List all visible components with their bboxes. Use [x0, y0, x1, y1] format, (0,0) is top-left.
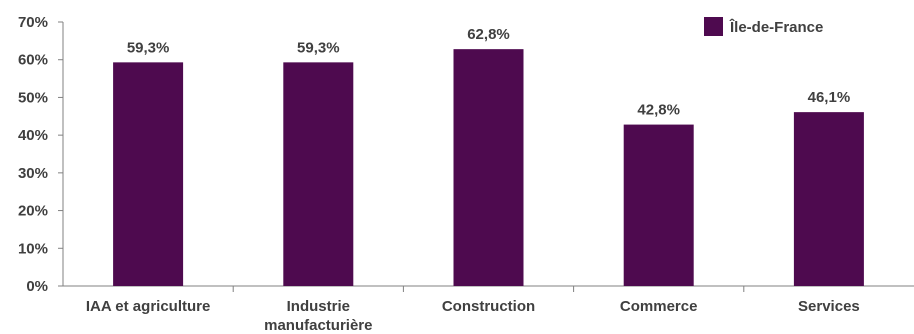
- x-axis: IAA et agriculture Industrie manufacturièr…: [63, 285, 914, 334]
- bar-value-label: 42,8%: [637, 102, 680, 119]
- x-category-label-line: Construction: [442, 298, 535, 315]
- bar-value-label: 46,1%: [808, 89, 851, 106]
- y-tick-label: 40%: [18, 127, 48, 144]
- x-category-label-line: IAA et agriculture: [86, 298, 210, 315]
- legend: Île-de-France: [704, 17, 823, 36]
- y-tick-label: 20%: [18, 203, 48, 220]
- y-tick-label: 10%: [18, 240, 48, 257]
- x-category-label: Construction: [442, 298, 535, 315]
- legend-label: Île-de-France: [729, 18, 823, 36]
- bar: [113, 62, 184, 287]
- y-tick-label: 70%: [18, 14, 48, 31]
- bar: [453, 49, 524, 287]
- x-category-label-line: Services: [798, 298, 860, 315]
- bar: [793, 112, 864, 286]
- bar-value-label: 59,3%: [297, 39, 340, 56]
- x-category-label: IAA et agriculture: [86, 298, 210, 315]
- y-tick-label: 30%: [18, 165, 48, 182]
- legend-swatch: [704, 17, 723, 36]
- bars: [113, 49, 864, 287]
- x-category-label-line: manufacturière: [264, 317, 372, 334]
- y-tick-label: 50%: [18, 89, 48, 106]
- data-labels: 59,3% 59,3% 62,8% 42,8% 46,1%: [127, 26, 850, 118]
- bar-value-label: 59,3%: [127, 39, 170, 56]
- x-category-label: Industrie manufacturière: [264, 298, 372, 334]
- y-axis: 0% 10% 20% 30% 40% 50% 60% 70%: [18, 14, 64, 295]
- x-category-label: Commerce: [620, 298, 698, 315]
- bar: [623, 124, 694, 286]
- x-category-label: Services: [798, 298, 860, 315]
- bar: [283, 62, 354, 287]
- x-category-label-line: Commerce: [620, 298, 698, 315]
- x-category-label-line: Industrie: [287, 298, 350, 315]
- bar-value-label: 62,8%: [467, 26, 510, 43]
- y-tick-label: 60%: [18, 52, 48, 69]
- y-tick-label: 0%: [26, 278, 48, 295]
